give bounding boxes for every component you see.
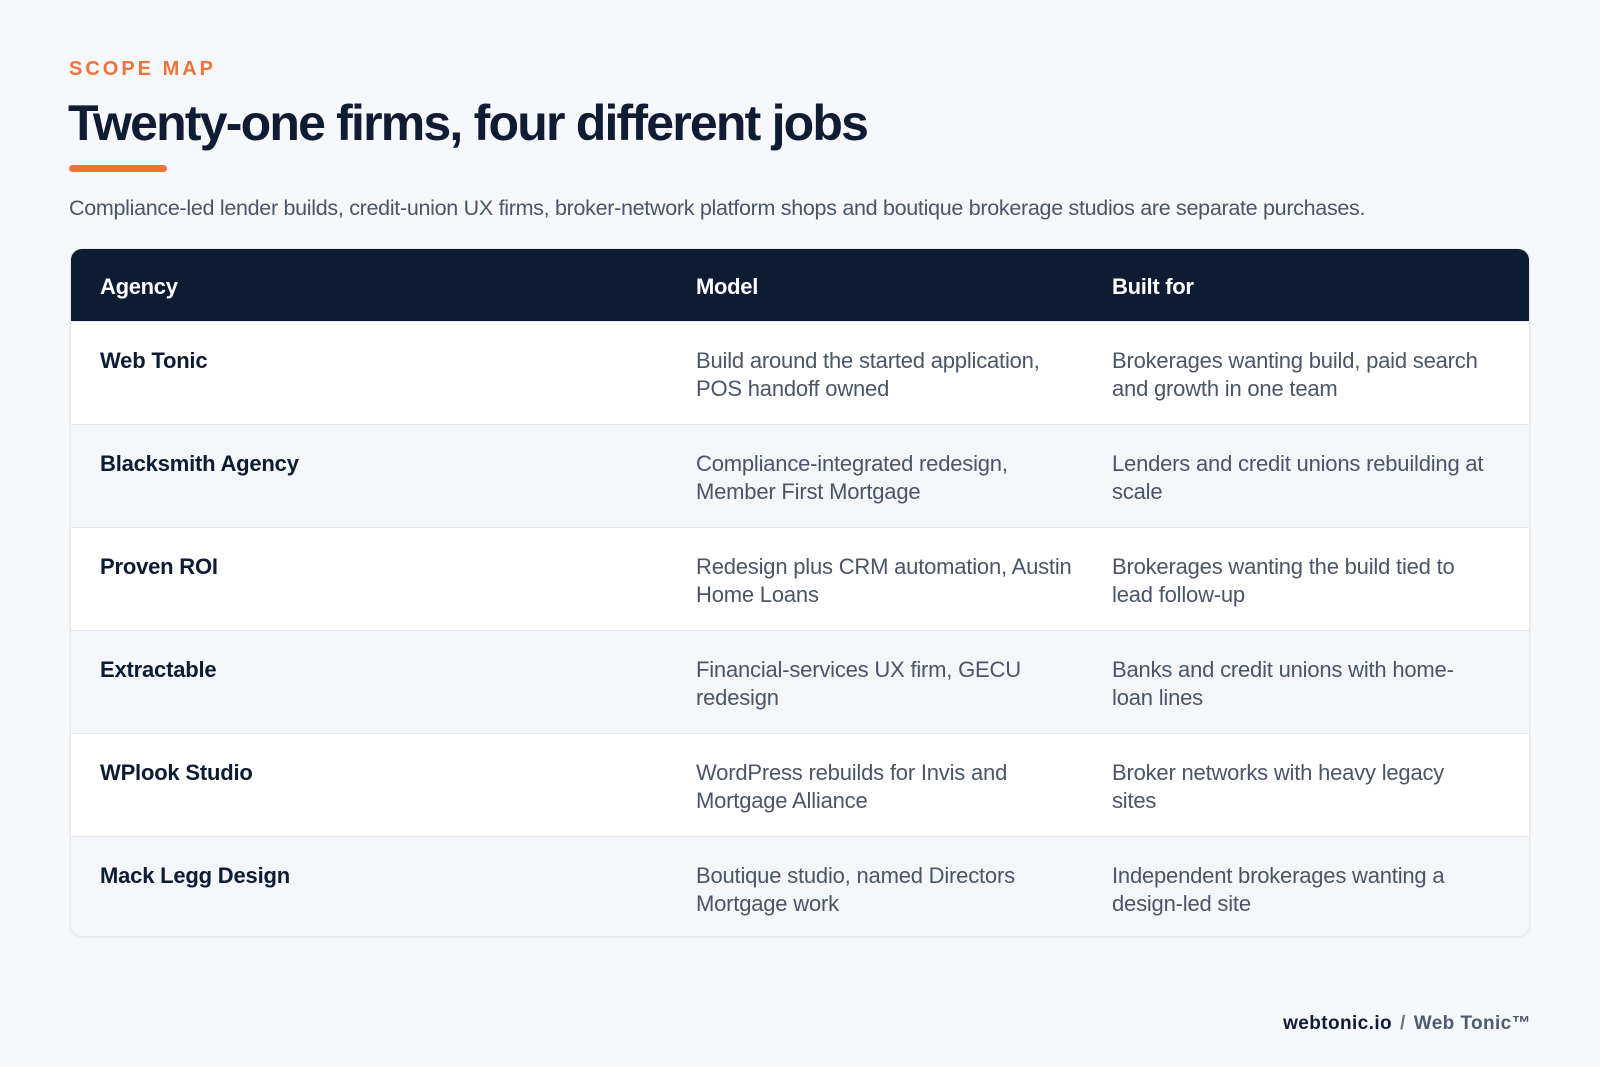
eyebrow-label: SCOPE MAP [69, 58, 217, 80]
table-row: Blacksmith Agency Compliance-integrated … [71, 424, 1529, 527]
footer-credit: webtonic.io / Web Tonic™ [1283, 1013, 1531, 1035]
built-for-cell: Lenders and credit unions rebuilding at … [1112, 451, 1484, 504]
table-header: Agency Model Built for [71, 249, 1529, 321]
model-cell: Redesign plus CRM automation, Austin Hom… [696, 554, 1072, 607]
page-title: Twenty-one firms, four different jobs [68, 95, 869, 151]
agency-name: Web Tonic [100, 348, 208, 373]
footer-separator: / [1400, 1013, 1406, 1034]
model-cell: Build around the started application, PO… [696, 348, 1040, 401]
agency-name: Extractable [100, 657, 217, 682]
agency-name: Blacksmith Agency [100, 451, 299, 476]
column-header-built-for: Built for [1112, 274, 1194, 299]
table-row: WPlook Studio WordPress rebuilds for Inv… [71, 733, 1529, 836]
footer-site-link[interactable]: webtonic.io [1283, 1013, 1393, 1034]
built-for-cell: Brokerages wanting the build tied to lea… [1112, 554, 1455, 607]
table-row: Proven ROI Redesign plus CRM automation,… [71, 527, 1529, 630]
model-cell: Financial-services UX firm, GECU redesig… [696, 657, 1021, 710]
built-for-cell: Broker networks with heavy legacy sites [1112, 760, 1445, 813]
page-subtitle: Compliance-led lender builds, credit-uni… [69, 196, 1366, 220]
table-row: Web Tonic Build around the started appli… [71, 321, 1529, 424]
agency-name: Mack Legg Design [100, 863, 290, 888]
footer-brand: Web Tonic™ [1413, 1013, 1531, 1034]
built-for-cell: Independent brokerages wanting a design-… [1112, 863, 1445, 916]
built-for-cell: Brokerages wanting build, paid search an… [1112, 348, 1478, 401]
scope-table: Agency Model Built for Web Tonic Build a… [70, 248, 1530, 937]
column-header-agency: Agency [100, 274, 178, 299]
title-underline [69, 165, 167, 172]
model-cell: Boutique studio, named Directors Mortgag… [696, 863, 1015, 916]
table-row: Mack Legg Design Boutique studio, named … [71, 836, 1529, 936]
model-cell: Compliance-integrated redesign, Member F… [696, 451, 1008, 504]
agency-name: WPlook Studio [100, 760, 253, 785]
agency-name: Proven ROI [100, 554, 218, 579]
built-for-cell: Banks and credit unions with home-loan l… [1112, 657, 1454, 710]
table-row: Extractable Financial-services UX firm, … [71, 630, 1529, 733]
model-cell: WordPress rebuilds for Invis and Mortgag… [696, 760, 1008, 813]
column-header-model: Model [696, 274, 759, 299]
